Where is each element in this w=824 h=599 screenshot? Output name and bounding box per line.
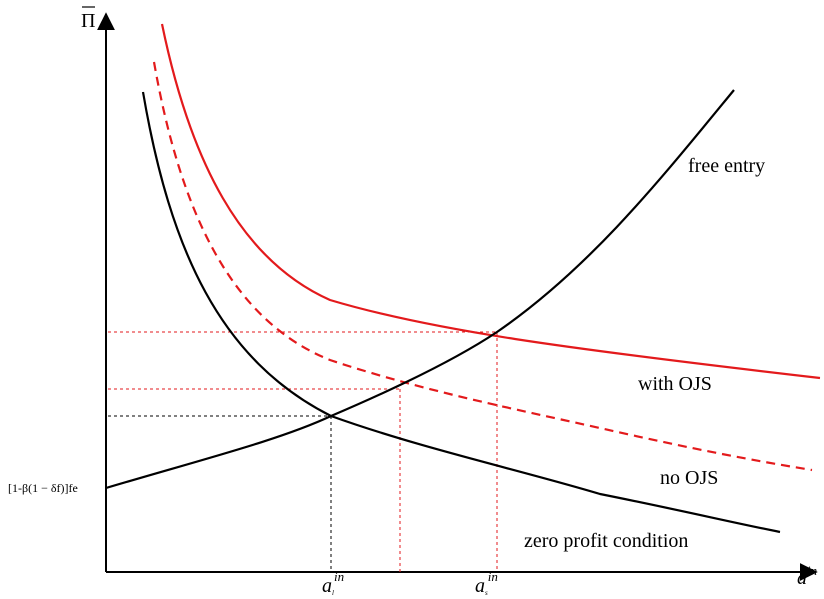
curve-zero-profit	[141, 91, 781, 534]
curve-no-ojs	[152, 61, 813, 472]
x-axis-label: ain	[797, 563, 817, 589]
curve-free-entry	[105, 89, 735, 490]
y-intercept-label: [1-β(1 − δf)]fe	[8, 481, 78, 495]
guide-lines	[108, 331, 498, 572]
y-axis-label: Π	[81, 6, 95, 32]
x-tick-a-s-sup: in	[488, 569, 498, 584]
x-tick-a-l-sup: in	[334, 569, 344, 584]
label-free-entry: free entry	[688, 155, 765, 177]
x-tick-a-l-base: a	[322, 575, 332, 597]
x-tick-a-s-sub: s	[485, 589, 488, 597]
x-tick-a-s: asin	[475, 569, 498, 597]
x-tick-a-l: alin	[322, 569, 344, 597]
label-with-ojs: with OJS	[638, 373, 712, 395]
y-axis-label-text: Π	[81, 10, 95, 32]
x-axis-label-base: a	[797, 567, 807, 589]
label-no-ojs: no OJS	[660, 467, 718, 489]
x-tick-a-l-sub: l	[332, 589, 334, 597]
curve-with-ojs	[160, 23, 821, 380]
x-tick-a-s-base: a	[475, 575, 485, 597]
label-zero-profit: zero profit condition	[524, 530, 688, 552]
x-axis-label-sup: in	[807, 563, 817, 578]
